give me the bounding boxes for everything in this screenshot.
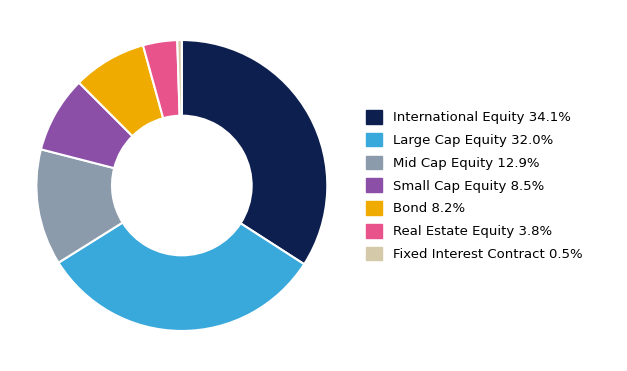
Legend: International Equity 34.1%, Large Cap Equity 32.0%, Mid Cap Equity 12.9%, Small : International Equity 34.1%, Large Cap Eq… — [360, 104, 589, 267]
Wedge shape — [177, 40, 182, 116]
Wedge shape — [79, 45, 163, 136]
Wedge shape — [182, 40, 327, 264]
Wedge shape — [143, 40, 180, 118]
Wedge shape — [41, 83, 132, 168]
Wedge shape — [58, 223, 304, 331]
Wedge shape — [36, 149, 123, 263]
